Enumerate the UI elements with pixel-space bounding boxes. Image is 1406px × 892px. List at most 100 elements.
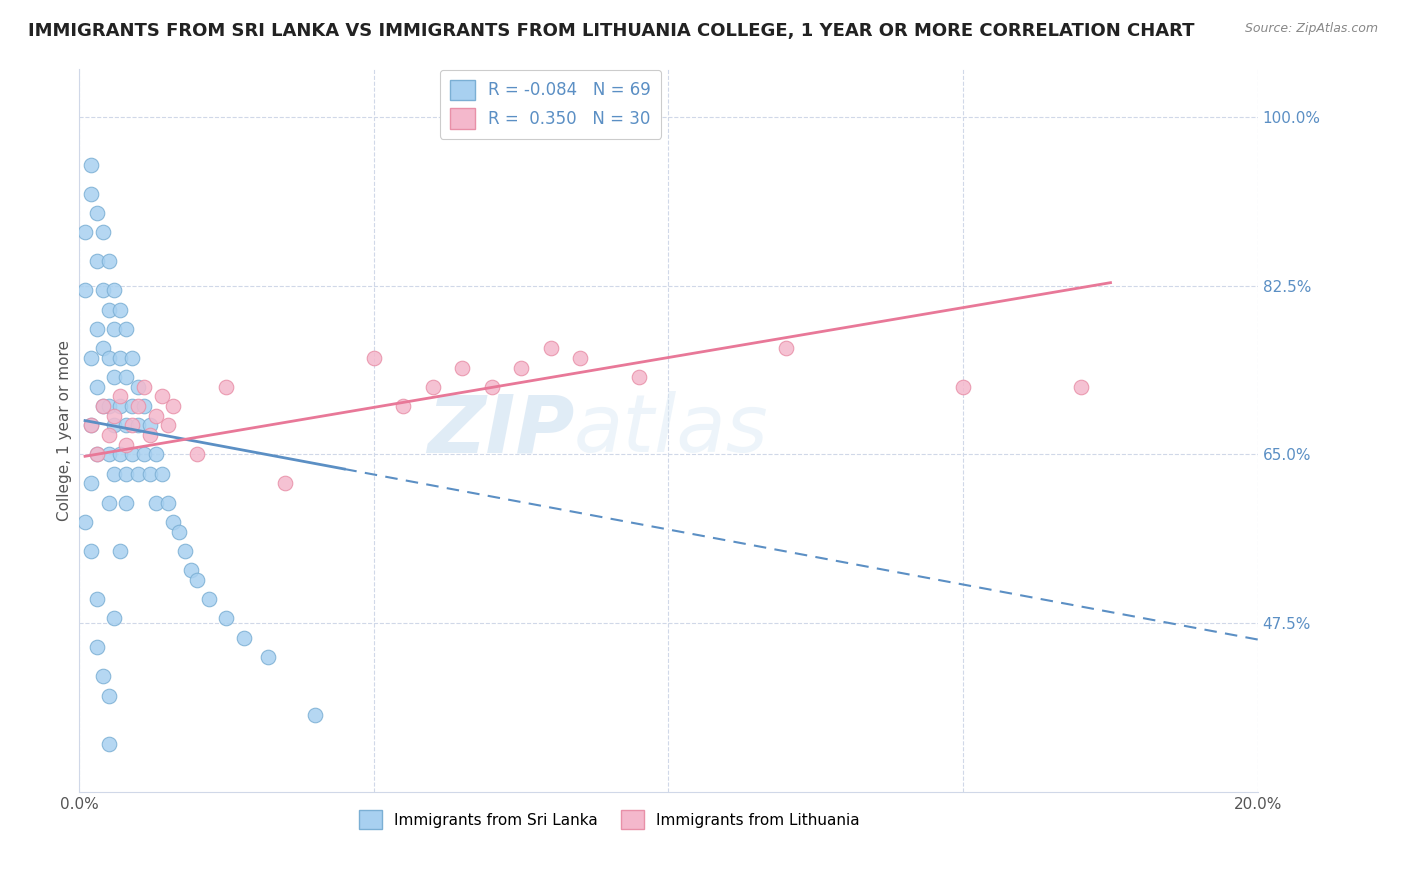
Text: atlas: atlas xyxy=(574,392,769,469)
Point xyxy=(103,418,125,433)
Point xyxy=(80,418,103,433)
Point xyxy=(86,254,108,268)
Point xyxy=(97,254,120,268)
Point xyxy=(139,428,162,442)
Point xyxy=(91,341,114,355)
Point xyxy=(103,322,125,336)
Point xyxy=(91,226,114,240)
Point xyxy=(115,370,138,384)
Point xyxy=(97,495,120,509)
Point xyxy=(215,611,238,625)
Point xyxy=(121,351,143,365)
Point xyxy=(86,322,108,336)
Legend: Immigrants from Sri Lanka, Immigrants from Lithuania: Immigrants from Sri Lanka, Immigrants fr… xyxy=(353,804,866,835)
Point xyxy=(86,447,108,461)
Point xyxy=(103,467,125,481)
Point xyxy=(115,418,138,433)
Point xyxy=(197,592,219,607)
Point xyxy=(121,447,143,461)
Point xyxy=(274,476,297,491)
Point xyxy=(97,399,120,413)
Point xyxy=(127,418,149,433)
Point xyxy=(256,649,278,664)
Point xyxy=(139,467,162,481)
Point xyxy=(127,399,149,413)
Point xyxy=(110,351,132,365)
Point xyxy=(110,389,132,403)
Point xyxy=(162,515,184,529)
Text: Source: ZipAtlas.com: Source: ZipAtlas.com xyxy=(1244,22,1378,36)
Point xyxy=(115,495,138,509)
Point xyxy=(233,631,256,645)
Point xyxy=(115,438,138,452)
Text: ZIP: ZIP xyxy=(427,392,574,469)
Point xyxy=(103,370,125,384)
Point xyxy=(97,689,120,703)
Point xyxy=(97,737,120,751)
Point xyxy=(627,370,650,384)
Point xyxy=(110,399,132,413)
Point xyxy=(110,447,132,461)
Point xyxy=(110,544,132,558)
Point xyxy=(186,573,208,587)
Point xyxy=(145,495,167,509)
Point xyxy=(186,447,208,461)
Point xyxy=(86,206,108,220)
Point xyxy=(80,186,103,201)
Point xyxy=(392,399,415,413)
Point xyxy=(115,322,138,336)
Point xyxy=(156,418,179,433)
Point xyxy=(91,399,114,413)
Point xyxy=(91,284,114,298)
Y-axis label: College, 1 year or more: College, 1 year or more xyxy=(58,340,72,521)
Point xyxy=(97,302,120,317)
Point xyxy=(97,351,120,365)
Point xyxy=(86,447,108,461)
Point xyxy=(132,380,155,394)
Point xyxy=(145,447,167,461)
Point xyxy=(103,409,125,423)
Point xyxy=(86,380,108,394)
Point xyxy=(174,544,197,558)
Point xyxy=(150,467,173,481)
Point xyxy=(80,476,103,491)
Point xyxy=(127,467,149,481)
Point xyxy=(132,399,155,413)
Point xyxy=(540,341,562,355)
Point xyxy=(156,495,179,509)
Point xyxy=(103,284,125,298)
Point xyxy=(80,544,103,558)
Point xyxy=(451,360,474,375)
Point xyxy=(97,428,120,442)
Point xyxy=(73,515,96,529)
Point xyxy=(86,640,108,655)
Point xyxy=(86,592,108,607)
Point xyxy=(132,447,155,461)
Point xyxy=(139,418,162,433)
Point xyxy=(80,418,103,433)
Point xyxy=(110,302,132,317)
Point xyxy=(80,351,103,365)
Point xyxy=(91,669,114,683)
Point xyxy=(169,524,191,539)
Point xyxy=(481,380,503,394)
Point xyxy=(121,418,143,433)
Point xyxy=(150,389,173,403)
Point xyxy=(304,707,326,722)
Point xyxy=(103,611,125,625)
Point xyxy=(127,380,149,394)
Point xyxy=(775,341,797,355)
Point xyxy=(1070,380,1092,394)
Point xyxy=(73,226,96,240)
Point xyxy=(569,351,592,365)
Point xyxy=(180,563,202,577)
Point xyxy=(121,399,143,413)
Text: IMMIGRANTS FROM SRI LANKA VS IMMIGRANTS FROM LITHUANIA COLLEGE, 1 YEAR OR MORE C: IMMIGRANTS FROM SRI LANKA VS IMMIGRANTS … xyxy=(28,22,1195,40)
Point xyxy=(162,399,184,413)
Point xyxy=(363,351,385,365)
Point xyxy=(115,467,138,481)
Point xyxy=(91,399,114,413)
Point xyxy=(145,409,167,423)
Point xyxy=(215,380,238,394)
Point xyxy=(952,380,974,394)
